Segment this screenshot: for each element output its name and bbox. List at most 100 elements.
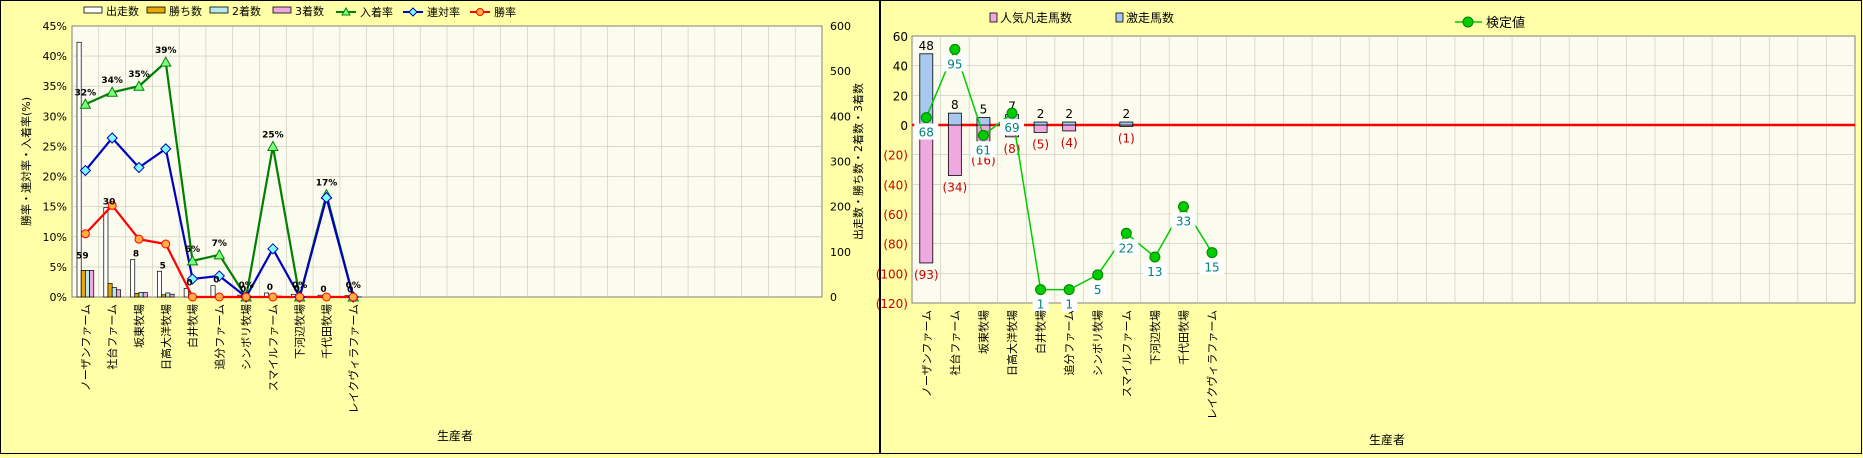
y-tick-label: (80) xyxy=(883,238,908,252)
x-tick-label: ノーザンファーム xyxy=(79,304,92,391)
bar xyxy=(157,271,161,297)
x-tick-label: 下河辺牧場 xyxy=(1148,310,1162,365)
y-tick-label: (120) xyxy=(876,297,908,311)
legend-label: 激走馬数 xyxy=(1126,10,1174,25)
data-label: 6% xyxy=(185,245,200,255)
bar xyxy=(139,292,143,297)
data-label: 32% xyxy=(75,88,97,98)
bar-label: (34) xyxy=(943,180,968,194)
x-tick-label: 千代田牧場 xyxy=(1176,310,1190,365)
data-label: 17% xyxy=(316,179,338,189)
y-tick-label: (20) xyxy=(883,149,908,163)
bar-label: 5 xyxy=(980,103,988,117)
y-tick-label: 20 xyxy=(893,89,908,103)
line-point xyxy=(921,113,931,123)
x-tick-label: 日高大洋牧場 xyxy=(1005,310,1019,376)
bar xyxy=(211,286,215,297)
x-tick-label: 坂東牧場 xyxy=(976,310,990,354)
bar xyxy=(108,283,112,297)
line-point xyxy=(1036,285,1046,295)
legend-marker xyxy=(477,9,484,16)
x-tick-label: シンボリ牧場 xyxy=(1091,310,1105,376)
legend-swatch xyxy=(147,7,165,13)
data-label: 30 xyxy=(103,198,116,208)
data-label: 0 xyxy=(240,285,246,295)
bar-label: (4) xyxy=(1061,136,1078,150)
y-left-tick-label: 45% xyxy=(43,20,67,33)
y-tick-label: (60) xyxy=(883,208,908,222)
bar xyxy=(1034,122,1047,125)
line-label: 1 xyxy=(1065,298,1073,312)
bar-label: 48 xyxy=(919,39,934,53)
line-label: 68 xyxy=(919,126,934,140)
x-tick-label: スマイルファーム xyxy=(1120,310,1133,397)
bar xyxy=(162,295,166,297)
y-left-tick-label: 25% xyxy=(43,140,67,153)
y-left-tick-label: 0% xyxy=(50,291,67,304)
x-tick-label: 社台ファーム xyxy=(105,304,119,370)
y-left-tick-label: 5% xyxy=(50,261,67,274)
bar-label: (5) xyxy=(1032,137,1049,151)
x-tick-label: ノーザンファーム xyxy=(920,310,933,397)
bar xyxy=(170,294,174,297)
line-point xyxy=(1093,270,1103,280)
bar-label: 8 xyxy=(951,98,959,112)
legend-swatch xyxy=(1116,13,1123,22)
line-point xyxy=(950,44,960,54)
data-label: 34% xyxy=(101,76,123,86)
bar-label: (1) xyxy=(1118,131,1135,145)
x-tick-label: 日高大洋牧場 xyxy=(159,304,173,370)
data-label: 59 xyxy=(76,252,89,262)
data-label: 25% xyxy=(262,130,284,140)
bar-label: 2 xyxy=(1037,107,1045,121)
data-label: 0 xyxy=(267,283,273,293)
data-label: 0 xyxy=(347,286,353,296)
y-right-tick-label: 400 xyxy=(830,110,851,123)
bar xyxy=(1034,125,1047,132)
line-point xyxy=(215,293,223,301)
plot-area xyxy=(912,36,1855,303)
bar xyxy=(90,270,94,297)
y-left-tick-label: 10% xyxy=(43,231,67,244)
line-point xyxy=(189,293,197,301)
line-label: 13 xyxy=(1147,265,1162,279)
x-tick-label: シンボリ牧場 xyxy=(239,304,253,370)
bar xyxy=(116,290,120,297)
y-right-tick-label: 0 xyxy=(830,291,837,304)
y-left-tick-label: 40% xyxy=(43,50,67,63)
y-tick-label: (40) xyxy=(883,178,908,192)
line-point xyxy=(1007,108,1017,118)
bar xyxy=(1063,125,1076,131)
bar xyxy=(1063,122,1076,125)
legend-marker xyxy=(1463,17,1473,27)
data-label: 8 xyxy=(133,250,139,260)
x-tick-label: レイクヴィラファーム xyxy=(346,304,360,413)
y-right-tick-label: 200 xyxy=(830,201,851,214)
x-axis-label: 生産者 xyxy=(1369,432,1405,447)
legend-label: 3着数 xyxy=(295,4,324,18)
bar xyxy=(143,292,147,297)
data-label: 0 xyxy=(213,276,219,286)
y-left-tick-label: 20% xyxy=(43,171,67,184)
data-label: 5 xyxy=(160,261,166,271)
bar xyxy=(112,288,116,297)
x-tick-label: 追分ファーム xyxy=(212,304,226,370)
legend-label: 2着数 xyxy=(232,4,261,18)
data-label: 7% xyxy=(212,239,227,249)
x-tick-label: レイクヴィラファーム xyxy=(1205,310,1219,419)
y-tick-label: 40 xyxy=(893,60,908,74)
line-point xyxy=(978,130,988,140)
legend-label: 入着率 xyxy=(360,5,393,19)
line-label: 33 xyxy=(1176,215,1191,229)
data-label: 35% xyxy=(128,70,150,80)
legend-label: 人気凡走馬数 xyxy=(1000,10,1072,25)
legend-label: 勝率 xyxy=(494,5,516,19)
legend-swatch xyxy=(990,13,997,22)
y-left-tick-label: 35% xyxy=(43,80,67,93)
line-label: 95 xyxy=(947,57,962,71)
y-right-tick-label: 100 xyxy=(830,246,851,259)
bar xyxy=(948,113,961,125)
bar xyxy=(1120,122,1133,125)
line-label: 22 xyxy=(1119,241,1134,255)
